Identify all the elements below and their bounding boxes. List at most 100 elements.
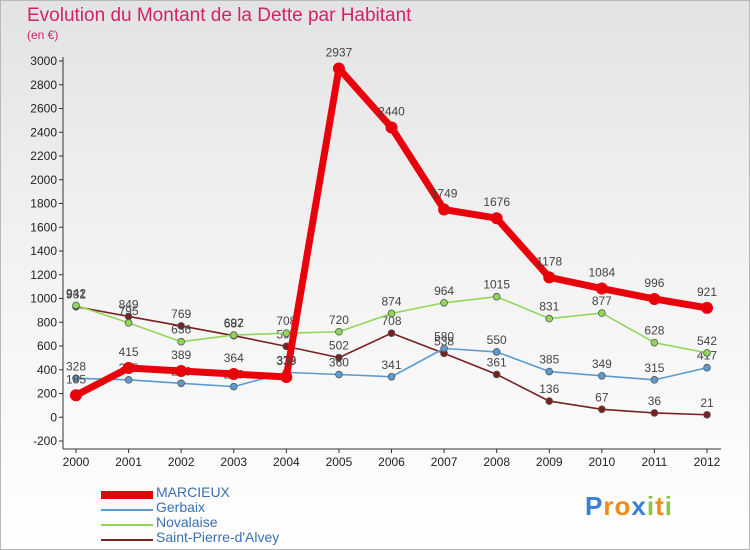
x-tick-label: 2000 — [63, 455, 90, 469]
data-label: 964 — [434, 284, 454, 298]
data-label: 831 — [539, 300, 559, 314]
y-tick-label: 2000 — [30, 173, 57, 187]
data-label: 628 — [644, 324, 664, 338]
data-point — [598, 405, 606, 414]
data-label: 542 — [697, 334, 717, 348]
data-point — [440, 298, 448, 307]
y-tick-label: 800 — [37, 315, 57, 329]
x-tick-label: 2011 — [642, 455, 668, 469]
x-tick-label: 2005 — [326, 455, 353, 469]
data-point — [332, 62, 345, 75]
x-tick-label: 2001 — [115, 455, 142, 469]
data-label: 385 — [539, 353, 559, 367]
data-label: 341 — [381, 358, 401, 372]
data-point — [492, 348, 501, 356]
y-tick-label: 3000 — [30, 54, 57, 68]
y-tick-label: 1800 — [30, 197, 57, 211]
data-point — [124, 376, 133, 384]
y-tick-label: 1400 — [30, 244, 57, 258]
data-point — [490, 212, 503, 225]
y-tick-label: 200 — [37, 387, 57, 401]
data-label: 580 — [434, 329, 454, 343]
legend-swatch — [101, 491, 153, 499]
series-gerbaix: 328315286258378360341580550385349315417 — [66, 329, 717, 391]
data-point — [650, 376, 659, 384]
data-label: 364 — [224, 351, 244, 365]
y-tick-label: 1600 — [30, 220, 57, 234]
y-tick-label: 400 — [37, 363, 57, 377]
legend-label: Saint-Pierre-d'Alvey — [156, 529, 280, 545]
data-label: 339 — [276, 354, 296, 368]
data-label: 349 — [592, 357, 612, 371]
data-label: 931 — [66, 288, 86, 302]
data-point — [280, 370, 293, 383]
x-tick-label: 2002 — [168, 455, 195, 469]
data-point — [703, 410, 711, 419]
legend-label: Gerbaix — [156, 499, 206, 515]
data-label: 328 — [66, 359, 86, 373]
x-tick-label: 2008 — [483, 455, 510, 469]
data-point — [177, 337, 185, 346]
data-point — [385, 121, 398, 134]
data-label: 502 — [329, 339, 349, 353]
x-tick-label: 2010 — [588, 455, 615, 469]
data-point — [335, 327, 343, 336]
y-tick-label: 1200 — [30, 268, 57, 282]
data-point — [650, 338, 659, 347]
data-label: 687 — [224, 317, 244, 331]
data-point — [387, 309, 396, 318]
data-point — [177, 322, 185, 330]
data-label: 636 — [171, 323, 191, 337]
data-label: 415 — [119, 345, 139, 359]
data-point — [543, 271, 556, 284]
logo-letter: r — [603, 491, 615, 521]
data-point — [387, 372, 396, 381]
y-tick-label: -200 — [33, 434, 57, 448]
data-label: 720 — [329, 313, 349, 327]
data-point — [701, 301, 713, 314]
data-label: 1749 — [431, 187, 458, 201]
logo-letter: i — [664, 491, 673, 521]
logo-letter: o — [614, 491, 632, 521]
y-tick-label: 600 — [37, 339, 57, 353]
x-tick-label: 2006 — [378, 455, 405, 469]
data-point — [229, 382, 238, 391]
data-label: 2937 — [326, 45, 353, 59]
data-point — [545, 397, 554, 405]
legend-label: MARCIEUX — [156, 484, 230, 500]
legend-swatch — [101, 509, 153, 511]
x-tick-label: 2004 — [273, 455, 300, 469]
data-point — [545, 314, 554, 323]
data-point — [177, 379, 185, 388]
data-point — [598, 309, 606, 317]
data-point — [387, 329, 396, 337]
x-tick-label: 2007 — [431, 455, 458, 469]
data-point — [175, 365, 188, 378]
data-label: 1676 — [483, 195, 510, 209]
legend-label: Novalaise — [156, 514, 218, 530]
data-point — [595, 282, 608, 295]
data-label: 692 — [224, 316, 244, 330]
data-point — [438, 203, 451, 216]
x-tick-label: 2012 — [694, 455, 721, 469]
data-label: 942 — [66, 286, 86, 300]
data-point — [648, 292, 661, 305]
data-label: 996 — [644, 276, 664, 290]
y-tick-label: 2200 — [30, 149, 57, 163]
data-label: 708 — [381, 314, 401, 328]
data-point — [229, 331, 238, 339]
data-point — [492, 370, 501, 379]
data-label: 849 — [119, 297, 139, 311]
data-label: 389 — [171, 348, 191, 362]
y-tick-label: 2400 — [30, 125, 57, 139]
data-label: 921 — [697, 285, 717, 299]
data-label: 550 — [487, 333, 507, 347]
data-point — [124, 319, 133, 327]
proxiti-logo: Proxiti — [585, 491, 673, 522]
legend-swatch — [101, 524, 153, 526]
data-label: 1084 — [588, 266, 615, 280]
data-point — [703, 363, 711, 372]
